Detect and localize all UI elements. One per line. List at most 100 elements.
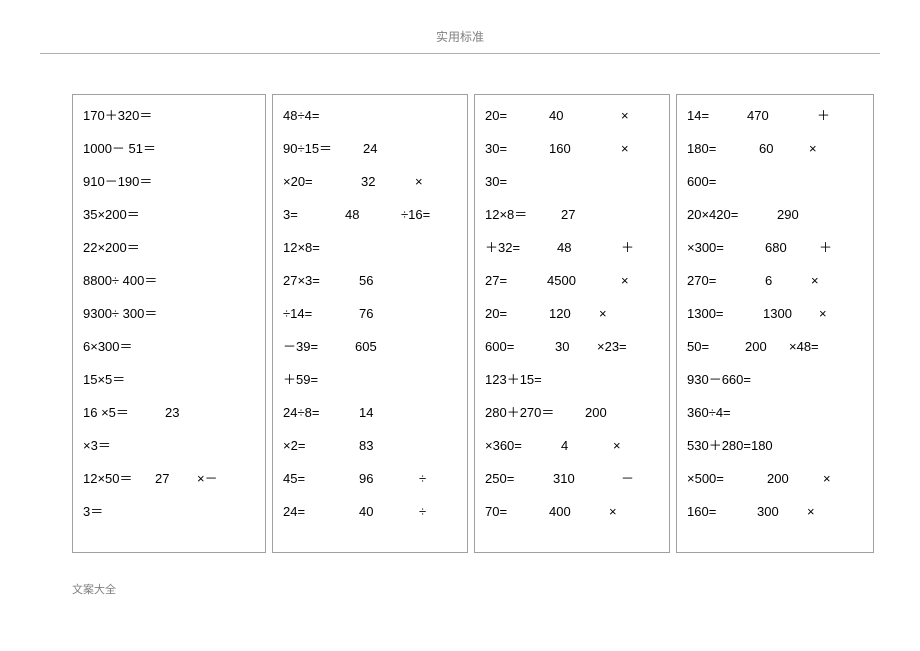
math-row: 3＝	[83, 505, 257, 538]
math-cell: 8800÷ 400＝	[83, 274, 203, 287]
math-row: 600=30×23=	[485, 340, 661, 373]
math-cell: ÷16=	[401, 208, 451, 221]
math-cell: 40	[549, 109, 621, 122]
math-row: 30=160×	[485, 142, 661, 175]
math-row: 12×8=	[283, 241, 459, 274]
math-cell: 400	[549, 505, 609, 518]
math-cell: －	[621, 472, 641, 485]
math-row: ×360=4×	[485, 439, 661, 472]
page-header: 实用标准	[0, 0, 920, 53]
math-cell: 56	[359, 274, 399, 287]
math-row: 3=48÷16=	[283, 208, 459, 241]
math-cell: 470	[747, 109, 817, 122]
math-cell: 3=	[283, 208, 345, 221]
math-cell: 48	[345, 208, 401, 221]
math-cell: ×23=	[597, 340, 647, 353]
math-cell: 30	[555, 340, 597, 353]
math-cell: ×	[621, 142, 641, 155]
math-row: 930－660=	[687, 373, 865, 406]
math-row: 8800÷ 400＝	[83, 274, 257, 307]
math-cell: 200	[767, 472, 823, 485]
math-cell: 96	[359, 472, 419, 485]
math-row: 9300÷ 300＝	[83, 307, 257, 340]
math-cell: ×48=	[789, 340, 839, 353]
math-row: 12×8＝27	[485, 208, 661, 241]
math-cell: 22×200＝	[83, 241, 183, 254]
math-row: 360÷4=	[687, 406, 865, 439]
math-cell: 70=	[485, 505, 549, 518]
math-cell: 930－660=	[687, 373, 807, 386]
math-cell: ×	[621, 109, 641, 122]
math-cell: 6	[765, 274, 811, 287]
math-cell: 27=	[485, 274, 547, 287]
math-row: 90÷15＝24	[283, 142, 459, 175]
math-cell: ×	[809, 142, 829, 155]
math-cell: ×	[613, 439, 633, 452]
math-row: 16 ×5＝23	[83, 406, 257, 439]
math-cell: 15×5＝	[83, 373, 183, 386]
math-cell: ×20=	[283, 175, 361, 188]
column-2: 48÷4=90÷15＝24×20=32×3=48÷16=12×8=27×3=56…	[272, 94, 468, 553]
math-cell: 32	[361, 175, 415, 188]
math-cell: 1300	[763, 307, 819, 320]
math-cell: 280＋270＝	[485, 406, 585, 419]
math-cell: ×3＝	[83, 439, 183, 452]
math-cell: 83	[359, 439, 399, 452]
math-row: 45=96÷	[283, 472, 459, 505]
math-cell: 48÷4=	[283, 109, 383, 122]
math-cell: 48	[557, 241, 621, 254]
math-cell: 170＋320＝	[83, 109, 183, 122]
math-cell: 310	[553, 472, 621, 485]
math-cell: 20×420=	[687, 208, 777, 221]
math-cell: 45=	[283, 472, 359, 485]
math-cell: 60	[759, 142, 809, 155]
math-row: ×2=83	[283, 439, 459, 472]
column-3: 20=40×30=160×30=12×8＝27＋32=48＋27=4500×20…	[474, 94, 670, 553]
math-cell: ＋	[817, 109, 837, 122]
math-cell: ÷	[419, 505, 439, 518]
math-cell: 27	[561, 208, 601, 221]
math-cell: 180=	[687, 142, 759, 155]
math-cell: 200	[745, 340, 789, 353]
math-cell: 30=	[485, 175, 585, 188]
math-cell: 27×3=	[283, 274, 359, 287]
math-cell: 24÷8=	[283, 406, 359, 419]
math-cell: 14	[359, 406, 399, 419]
math-cell: 160	[549, 142, 621, 155]
math-cell: 1300=	[687, 307, 763, 320]
math-cell: 12×8＝	[485, 208, 561, 221]
math-row: 910－190＝	[83, 175, 257, 208]
math-cell: 12×50＝	[83, 472, 155, 485]
math-row: 180=60×	[687, 142, 865, 175]
math-cell: 600=	[687, 175, 787, 188]
math-row: 35×200＝	[83, 208, 257, 241]
math-cell: ×	[621, 274, 641, 287]
math-row: 20×420=290	[687, 208, 865, 241]
math-cell: ＋59=	[283, 373, 383, 386]
math-cell: 35×200＝	[83, 208, 183, 221]
math-row: 250=310－	[485, 472, 661, 505]
math-cell: 600=	[485, 340, 555, 353]
math-cell: ÷	[419, 472, 439, 485]
math-cell: 76	[359, 307, 399, 320]
math-cell: 4500	[547, 274, 621, 287]
math-row: 270=6×	[687, 274, 865, 307]
math-row: ＋32=48＋	[485, 241, 661, 274]
math-row: 22×200＝	[83, 241, 257, 274]
math-row: 12×50＝27×－	[83, 472, 257, 505]
math-cell: 3＝	[83, 505, 183, 518]
math-row: 530＋280=180	[687, 439, 865, 472]
math-cell: 24=	[283, 505, 359, 518]
math-row: 15×5＝	[83, 373, 257, 406]
math-row: 280＋270＝200	[485, 406, 661, 439]
math-cell: 6×300＝	[83, 340, 183, 353]
math-row: ×3＝	[83, 439, 257, 472]
math-cell: ×	[415, 175, 435, 188]
math-cell: ×	[819, 307, 839, 320]
math-row: 14=470＋	[687, 109, 865, 142]
math-cell: 30=	[485, 142, 549, 155]
math-row: 170＋320＝	[83, 109, 257, 142]
math-cell: 530＋280=180	[687, 439, 837, 452]
math-cell: 120	[549, 307, 599, 320]
math-row: ×20=32×	[283, 175, 459, 208]
